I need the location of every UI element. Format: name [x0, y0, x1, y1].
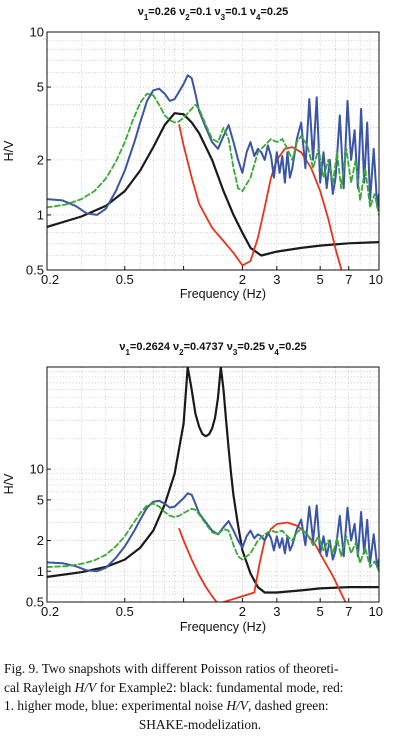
chart-title: ν1=0.2624 ν2=0.4737 ν3=0.25 ν4=0.25 [119, 341, 306, 357]
figure-caption: Fig. 9. Two snapshots with different Poi… [4, 660, 396, 734]
x-tick-label: 10 [369, 272, 383, 287]
axes-frame [46, 366, 380, 603]
y-axis-label: H/V [2, 473, 16, 495]
x-tick-label: 0.2 [41, 604, 59, 619]
y-tick-label: 1 [37, 564, 44, 579]
grid [47, 367, 379, 602]
y-tick-label: 0.5 [26, 595, 44, 610]
title-subscript: 2 [185, 13, 190, 22]
y-tick-label: 5 [37, 80, 44, 95]
x-tick-label: 3 [273, 272, 280, 287]
caption-line-3a: 1. higher mode, blue: experimental noise [4, 698, 227, 713]
title-subscript: 3 [233, 348, 238, 357]
x-tick-label: 2 [239, 272, 246, 287]
caption-line-2a: cal Rayleigh [4, 679, 75, 695]
caption-line-2b: for Example2: black: fundamental mode, r… [96, 679, 344, 695]
y-tick-label: 5 [37, 492, 44, 507]
series-line-2 [178, 124, 343, 270]
series-line-4 [47, 92, 379, 216]
title-subscript: 1 [144, 13, 149, 22]
x-tick-label: 0.2 [41, 272, 59, 287]
x-axis-label: Frequency (Hz) [180, 287, 266, 301]
y-tick-label: 2 [37, 533, 44, 548]
title-text: =0.1 ν [190, 6, 221, 18]
series-line-1 [47, 112, 379, 257]
chart-title: ν1=0.26 ν2=0.1 ν3=0.1 ν4=0.25 [138, 6, 289, 22]
y-tick-label: 1 [37, 207, 44, 222]
x-tick-label: 10 [369, 604, 383, 619]
x-tick-label: 7 [345, 604, 352, 619]
series-line-1 [47, 367, 379, 594]
caption-line-1: Fig. 9. Two snapshots with different Poi… [4, 661, 339, 676]
x-tick-label: 5 [317, 272, 324, 287]
title-subscript: 2 [179, 348, 184, 357]
title-text: =0.26 ν [148, 6, 185, 18]
title-text: =0.2624 ν [130, 341, 179, 353]
title-subscript: 4 [274, 348, 279, 357]
title-text: =0.25 [279, 341, 307, 353]
title-subscript: 4 [256, 13, 261, 22]
x-tick-label: 7 [345, 272, 352, 287]
x-tick-label: 3 [273, 604, 280, 619]
title-subscript: 3 [221, 13, 226, 22]
title-text: =0.1 ν [225, 6, 256, 18]
x-tick-label: 5 [317, 604, 324, 619]
series-line-3 [47, 492, 379, 573]
axes-frame [46, 31, 380, 271]
title-text: =0.25 [260, 6, 288, 18]
title-text: =0.4737 ν [184, 341, 233, 353]
grid [47, 32, 379, 270]
title-text: ν [119, 341, 125, 353]
series-group [47, 74, 379, 270]
x-tick-label: 2 [239, 604, 246, 619]
y-tick-label: 2 [37, 152, 44, 167]
title-text: ν [138, 6, 144, 18]
caption-hv-1: H/V [74, 679, 97, 695]
series-line-4 [47, 502, 379, 573]
caption-hv-2: H/V [226, 698, 248, 713]
x-tick-label: 0.5 [116, 272, 134, 287]
caption-line-4: SHAKE-modelization. [138, 716, 262, 732]
y-tick-label: 10 [30, 462, 44, 477]
y-tick-label: 10 [30, 25, 44, 40]
title-subscript: 1 [125, 348, 130, 357]
series-line-3 [47, 74, 379, 216]
y-tick-label: 0.5 [26, 263, 44, 278]
y-axis-label: H/V [2, 140, 16, 162]
series-group [47, 367, 379, 602]
caption-line-3b: , dashed green: [247, 698, 329, 713]
x-tick-label: 0.5 [116, 604, 134, 619]
title-text: =0.25 ν [237, 341, 274, 353]
x-axis-label: Frequency (Hz) [180, 620, 266, 634]
